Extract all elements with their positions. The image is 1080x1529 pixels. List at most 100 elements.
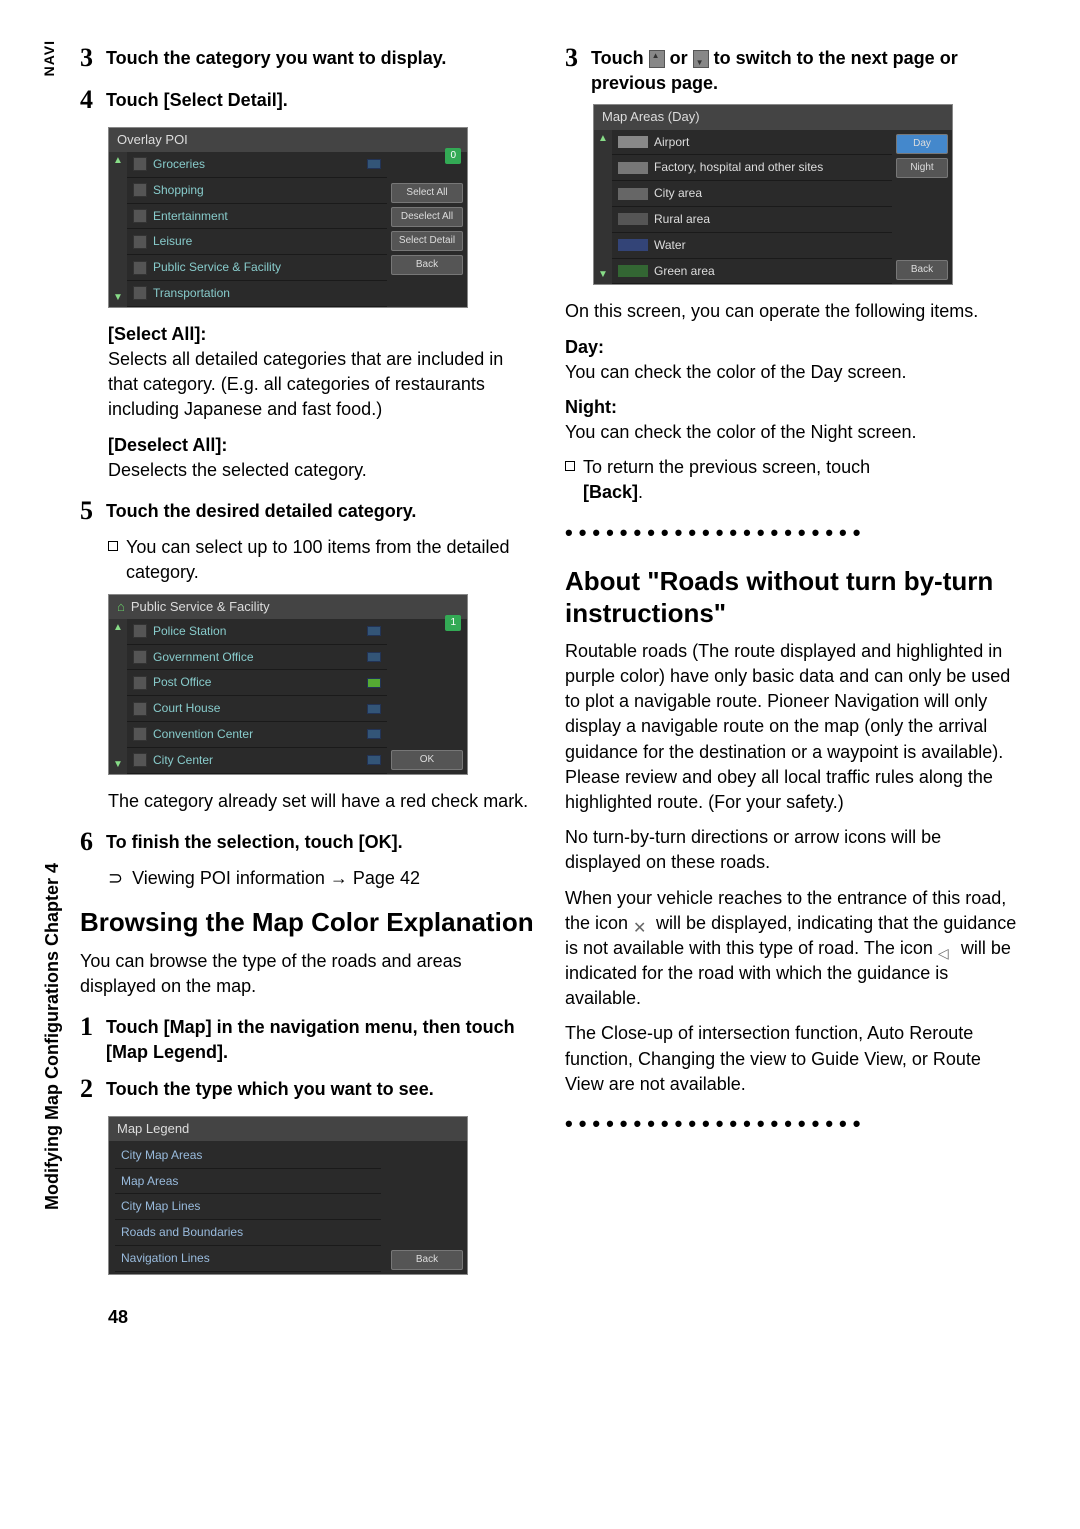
step-text: Touch [Select Detail]. [106,82,288,113]
category-icon [133,624,147,638]
category-icon [133,183,147,197]
para1: Routable roads (The route displayed and … [565,639,1020,815]
deselect-all-button[interactable]: Deselect All [391,207,463,227]
heading-browsing: Browsing the Map Color Explanation [80,907,535,938]
step-text: Touch the desired detailed category. [106,493,416,524]
list-item[interactable]: Post Office [127,670,387,696]
step-num: 3 [80,40,98,76]
swatch [618,265,648,277]
step-6-left: 6 To finish the selection, touch [OK]. [80,824,535,860]
list-item[interactable]: Convention Center [127,722,387,748]
check-mark [367,159,381,169]
step-num: 3 [565,40,583,76]
back-button[interactable]: Back [896,260,948,280]
deselect-all-block: [Deselect All]: Deselects the selected c… [108,433,535,483]
list-item[interactable]: Government Office [127,645,387,671]
step-text: Touch the type which you want to see. [106,1071,434,1102]
list-col: Police Station Government Office Post Of… [127,619,387,774]
list-item[interactable]: Leisure [127,229,387,255]
scroll-col[interactable]: ▲▼ [109,152,127,307]
step-text: Touch the category you want to display. [106,40,446,71]
list-item[interactable]: Airport [612,130,892,156]
day-block: Day: You can check the color of the Day … [565,335,1020,385]
heading-roads: About "Roads without turn by-turn instru… [565,566,1020,628]
select-detail-button[interactable]: Select Detail [391,231,463,251]
list-item[interactable]: City Map Lines [115,1194,381,1220]
step-num: 4 [80,82,98,118]
list-item[interactable]: Public Service & Facility [127,255,387,281]
scroll-col[interactable]: ▲▼ [594,130,612,285]
select-all-button[interactable]: Select All [391,183,463,203]
step-4-left: 4 Touch [Select Detail]. [80,82,535,118]
page-up-icon [649,50,665,68]
step-num: 6 [80,824,98,860]
category-icon [133,702,147,716]
detail-category-screenshot: ⌂Public Service & Facility 1 ▲▼ Police S… [108,594,468,775]
list-col: Groceries Shopping Entertainment Leisure… [127,152,387,307]
guidance-icon [938,940,956,958]
list-item[interactable]: Court House [127,696,387,722]
list-item[interactable]: Navigation Lines [115,1246,381,1272]
h2a-body: You can browse the type of the roads and… [80,949,535,999]
deselect-all-body: Deselects the selected category. [108,458,535,483]
list-item[interactable]: Water [612,233,892,259]
map-areas-screenshot: Map Areas (Day) ▲▼ Airport Factory, hosp… [593,104,953,285]
list-item[interactable]: Police Station [127,619,387,645]
swatch [618,162,648,174]
night-block: Night: You can check the color of the Ni… [565,395,1020,445]
bullet-item: You can select up to 100 items from the … [108,535,535,585]
category-icon [133,157,147,171]
list-item[interactable]: City Center [127,748,387,774]
category-icon [133,753,147,767]
day-button[interactable]: Day [896,134,948,154]
list-item[interactable]: Entertainment [127,204,387,230]
swatch [618,213,648,225]
category-icon [133,235,147,249]
para4: The Close-up of intersection function, A… [565,1021,1020,1097]
list-item[interactable]: Shopping [127,178,387,204]
step-1b: 1 Touch [Map] in the navigation menu, th… [80,1009,535,1065]
overlay-poi-screenshot: Overlay POI 0 ▲▼ Groceries Shopping Ente… [108,127,468,308]
swatch [618,136,648,148]
list-item[interactable]: City Map Areas [115,1143,381,1169]
bullet-item: To return the previous screen, touch [Ba… [565,455,1020,505]
count-badge: 1 [445,615,461,631]
night-button[interactable]: Night [896,158,948,178]
step-3-right: 3 Touch or to switch to the next page or… [565,40,1020,96]
step-num: 2 [80,1071,98,1107]
screenshot-title: Map Areas (Day) [594,105,952,129]
bullet-icon [565,461,575,471]
side-tab-navi: NAVI [40,40,60,76]
step-5-left: 5 Touch the desired detailed category. [80,493,535,529]
select-all-head: [Select All]: [108,322,535,347]
select-all-body: Selects all detailed categories that are… [108,347,535,423]
category-icon [133,261,147,275]
list-item[interactable]: Factory, hospital and other sites [612,155,892,181]
ok-button[interactable]: OK [391,750,463,770]
category-icon [133,676,147,690]
back-button[interactable]: Back [391,255,463,275]
check-mark [367,704,381,714]
list-item[interactable]: City area [612,181,892,207]
list-item[interactable]: Map Areas [115,1169,381,1195]
check-mark [367,678,381,688]
list-item[interactable]: Rural area [612,207,892,233]
category-icon [133,286,147,300]
list-item[interactable]: Transportation [127,281,387,307]
select-all-block: [Select All]: Selects all detailed categ… [108,322,535,423]
divider-dots: •••••••••••••••••••••• [565,1109,1020,1140]
swatch [618,239,648,251]
list-item[interactable]: Green area [612,259,892,285]
back-button[interactable]: Back [391,1250,463,1270]
list-item[interactable]: Roads and Boundaries [115,1220,381,1246]
bullet-text: To return the previous screen, touch [Ba… [583,455,870,505]
category-icon [133,727,147,741]
step-text: To finish the selection, touch [OK]. [106,824,403,855]
map-legend-screenshot: Map Legend City Map Areas Map Areas City… [108,1116,468,1275]
after-detail-note: The category already set will have a red… [108,789,535,814]
list-item[interactable]: Groceries [127,152,387,178]
category-icon [133,650,147,664]
step-text: Touch [Map] in the navigation menu, then… [106,1009,535,1065]
scroll-col[interactable]: ▲▼ [109,619,127,774]
page-number: 48 [108,1305,535,1330]
